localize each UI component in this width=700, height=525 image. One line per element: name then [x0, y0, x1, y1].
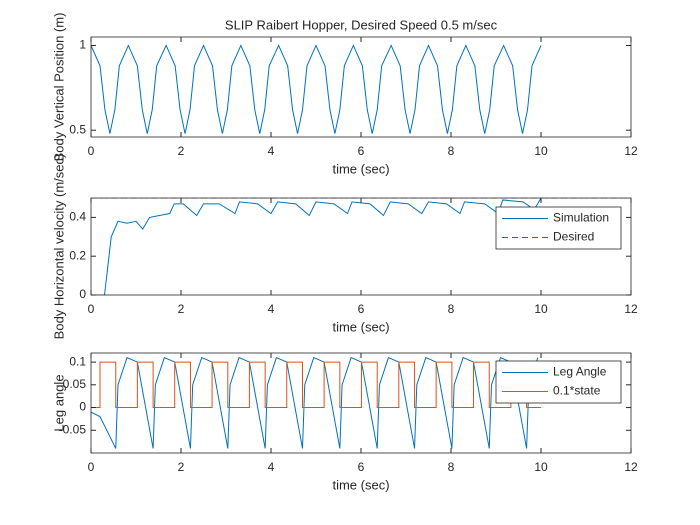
y-tick-label: 0 — [79, 400, 86, 414]
y-tick-label: 0.4 — [69, 210, 86, 224]
x-tick-label: 2 — [178, 460, 185, 474]
x-tick-label: 4 — [268, 144, 275, 158]
data-line — [91, 198, 542, 295]
axes-background — [91, 37, 631, 137]
x-tick-label: 8 — [448, 144, 455, 158]
x-tick-label: 8 — [448, 460, 455, 474]
legend-label: 0.1*state — [553, 384, 601, 398]
y-tick-label: 0.1 — [69, 354, 86, 368]
x-tick-label: 0 — [88, 460, 95, 474]
x-tick-label: 10 — [534, 144, 548, 158]
x-tick-label: 12 — [624, 302, 638, 316]
x-tick-label: 10 — [534, 302, 548, 316]
data-line — [91, 44, 542, 134]
y-tick-label: 1 — [79, 38, 86, 52]
x-axis-label: time (sec) — [332, 319, 389, 334]
y-tick-label: 0.2 — [69, 248, 86, 262]
x-axis-label: time (sec) — [332, 477, 389, 492]
legend-label: Leg Angle — [553, 365, 607, 379]
data-line — [91, 361, 541, 409]
x-tick-label: 6 — [358, 460, 365, 474]
data-line — [91, 356, 539, 449]
x-tick-label: 0 — [88, 144, 95, 158]
x-tick-label: 2 — [178, 302, 185, 316]
x-tick-label: 12 — [624, 144, 638, 158]
x-tick-label: 0 — [88, 302, 95, 316]
x-tick-label: 8 — [448, 302, 455, 316]
y-tick-label: 0.05 — [63, 377, 87, 391]
y-tick-label: 0 — [79, 287, 86, 301]
y-axis-label: Leg angle — [51, 374, 66, 431]
y-tick-label: -0.05 — [59, 422, 87, 436]
x-tick-label: 4 — [268, 302, 275, 316]
y-tick-label: 0.5 — [69, 122, 86, 136]
legend-box — [495, 360, 622, 404]
x-tick-label: 6 — [358, 144, 365, 158]
x-tick-label: 4 — [268, 460, 275, 474]
x-tick-label: 2 — [178, 144, 185, 158]
x-tick-label: 6 — [358, 302, 365, 316]
chart-title: SLIP Raibert Hopper, Desired Speed 0.5 m… — [225, 17, 498, 32]
legend: Leg Angle 0.1*state — [495, 360, 622, 404]
y-axis-label: Body Horizontal velocity (m/sec) — [51, 154, 66, 340]
legend-box — [495, 206, 622, 250]
legend-label: Simulation — [553, 211, 609, 225]
y-axis-label: Body Vertical Position (m) — [51, 13, 66, 162]
legend: Simulation Desired — [495, 206, 622, 250]
legend-label: Desired — [553, 230, 594, 244]
x-tick-label: 10 — [534, 460, 548, 474]
x-axis-label: time (sec) — [332, 161, 389, 176]
x-tick-label: 12 — [624, 460, 638, 474]
